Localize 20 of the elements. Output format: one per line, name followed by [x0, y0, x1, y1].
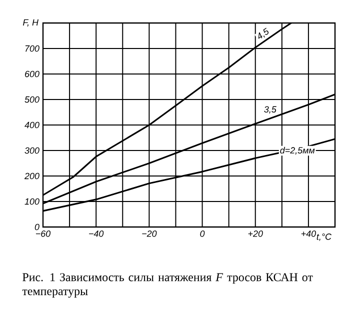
x-axis-title: t,°C	[316, 234, 332, 241]
x-tick-label: +40	[301, 230, 316, 237]
y-axis-title: F, H	[22, 19, 38, 27]
x-tick-label: +20	[248, 230, 263, 237]
y-tick-label: 300	[24, 147, 40, 154]
y-tick-label: 700	[25, 45, 40, 52]
text: Рис. 1 Зависимость силы натяжения F тросов КСАН от температуры	[22, 273, 313, 298]
x-tick-label: −40	[89, 230, 104, 237]
text: 4,5	[258, 28, 269, 39]
x-tick-label: −60	[36, 230, 51, 237]
y-tick-label: 100	[24, 198, 40, 205]
y-tick-label: 600	[25, 70, 40, 78]
x-tick-label: −20	[142, 230, 157, 237]
y-tick-label: 0	[34, 224, 40, 230]
series-label: d=2,5мм	[280, 146, 315, 155]
x-tick-label: 0	[200, 230, 205, 237]
series-label: 3,5	[264, 106, 276, 114]
y-tick-label: 200	[24, 172, 40, 180]
y-tick-label: 500	[24, 96, 40, 103]
y-tick-label: 400	[24, 122, 40, 128]
